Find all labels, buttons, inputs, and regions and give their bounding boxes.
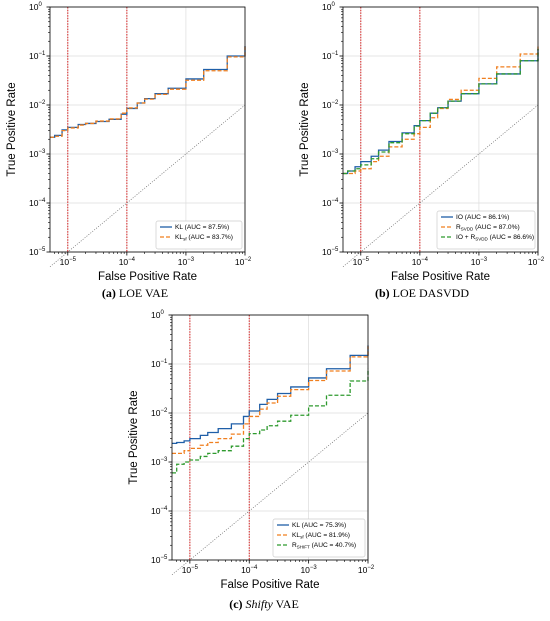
plot-area: [50, 7, 245, 252]
legend: KL (AUC = 87.5%) KLsf (AUC = 83.7%): [155, 220, 243, 250]
chart-panel-2: 10−5 10−4 10−3 10−2 10−5 10−4 10−3 10−2 10−1 100 F…: [299, 2, 545, 300]
y-axis-label: True Positive Rate: [128, 390, 140, 484]
figure-caption: (c) Shifty VAE: [229, 597, 299, 611]
series-group: [342, 46, 539, 268]
series-line-2: [343, 46, 539, 175]
y-tick-label: 10−5: [151, 555, 168, 565]
legend-box: [272, 518, 366, 558]
x-tick-label: 10−2: [358, 565, 375, 575]
x-tick-label: 10−4: [412, 257, 429, 267]
y-tick-label: 10−3: [322, 149, 339, 159]
legend-entry: KLsf (AUC = 83.7%): [175, 234, 233, 242]
legend: IO (AUC = 86.1%) RSVDD (AUC = 87.0%) IO + …: [436, 210, 536, 250]
x-axis-label: False Positive Rate: [98, 271, 197, 283]
axes-frame: [342, 6, 539, 253]
x-tick-label: 10−5: [182, 565, 199, 575]
x-axis-label: False Positive Rate: [220, 579, 319, 591]
chart-panel-1: 10−5 10−4 10−3 10−2 10−5 10−4 10−3 10−2 10−1 100 F…: [6, 2, 252, 300]
legend-entry: IO + RSVDD (AUC = 86.6%): [456, 234, 534, 242]
series-line-2: [172, 346, 369, 455]
x-tick-label: 10−5: [60, 257, 77, 267]
y-tick-label: 10−3: [29, 149, 46, 159]
legend-entry: KL (AUC = 87.5%): [175, 224, 229, 231]
y-tick-label: 10−4: [151, 506, 168, 516]
y-tick-label: 10−5: [322, 247, 339, 257]
y-tick-label: 100: [151, 310, 164, 320]
x-tick-label: 10−5: [353, 257, 370, 267]
x-tick-label: 10−4: [119, 257, 136, 267]
legend-entry: RSVDD (AUC = 87.0%): [456, 224, 520, 232]
y-tick-label: 10−2: [322, 100, 339, 110]
chart-panel-3: 10−5 10−4 10−3 10−2 10−5 10−4 10−3 10−2 10−1 100 F…: [128, 310, 375, 611]
legend-box: [155, 220, 243, 250]
axes-frame: [171, 314, 369, 561]
legend: KL (AUC = 75.3%) KLsf (AUC = 81.9%) RSHIFT…: [272, 518, 366, 558]
y-tick-label: 10−5: [29, 247, 46, 257]
y-axis-label: True Positive Rate: [6, 82, 18, 176]
y-tick-label: 10−1: [322, 51, 339, 61]
axes-frame: [49, 6, 246, 253]
legend-entry: KLsf (AUC = 81.9%): [292, 532, 350, 540]
x-tick-label: 10−2: [528, 257, 545, 267]
x-tick-label: 10−3: [178, 257, 195, 267]
x-tick-label: 10−2: [235, 257, 252, 267]
legend-entry: RSHIFT (AUC = 40.7%): [292, 542, 356, 550]
y-axis-label: True Positive Rate: [299, 82, 311, 176]
series-group: [171, 345, 369, 576]
figure-caption: (b) LOE DASVDD: [375, 286, 469, 300]
figure-caption: (a) LOE VAE: [102, 286, 168, 300]
x-tick-label: 10−3: [471, 257, 488, 267]
series-line-3: [343, 48, 539, 175]
y-tick-label: 10−2: [29, 100, 46, 110]
series-line-3: [172, 368, 369, 474]
y-tick-label: 10−3: [151, 457, 168, 467]
legend-entry: IO (AUC = 86.1%): [456, 214, 509, 221]
y-tick-label: 10−1: [29, 51, 46, 61]
y-tick-label: 100: [29, 2, 42, 12]
legend-entry: KL (AUC = 75.3%): [292, 522, 346, 529]
y-tick-label: 10−2: [151, 408, 168, 418]
y-tick-label: 10−4: [322, 198, 339, 208]
y-tick-label: 10−4: [29, 198, 46, 208]
legend-box: [436, 210, 536, 250]
x-tick-label: 10−3: [300, 565, 317, 575]
x-axis-label: False Positive Rate: [391, 271, 490, 283]
y-tick-label: 10−1: [151, 359, 168, 369]
series-group: [49, 46, 246, 268]
y-tick-label: 100: [322, 2, 335, 12]
series-line-2: [50, 46, 246, 138]
x-tick-label: 10−4: [241, 565, 258, 575]
